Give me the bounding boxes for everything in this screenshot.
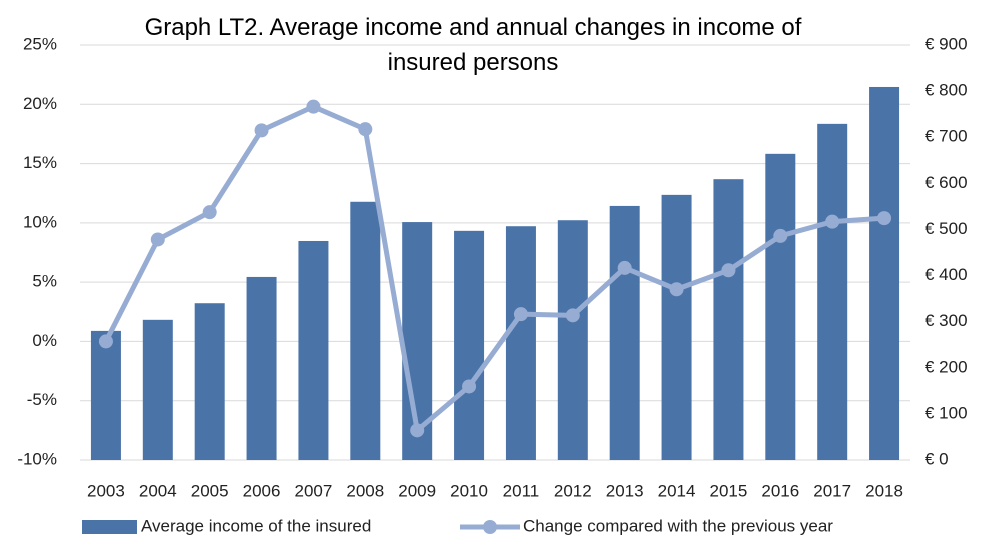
y2-tick-label: € 800 — [925, 81, 968, 100]
line-point — [565, 308, 580, 323]
y2-tick-label: € 600 — [925, 173, 968, 192]
y-tick-label: 25% — [23, 34, 57, 53]
x-tick-label: 2014 — [658, 481, 696, 500]
y2-tick-label: € 700 — [925, 127, 968, 146]
x-tick-label: 2004 — [139, 481, 177, 500]
legend-swatch — [82, 520, 137, 534]
line-point — [150, 232, 165, 247]
line-point — [617, 260, 632, 275]
x-tick-label: 2018 — [865, 481, 903, 500]
bar — [557, 220, 588, 460]
legend-label: Change compared with the previous year — [523, 516, 833, 535]
x-tick-label: 2005 — [191, 481, 229, 500]
bar — [142, 319, 173, 460]
x-tick-label: 2015 — [710, 481, 748, 500]
y2-tick-label: € 0 — [925, 449, 949, 468]
y2-tick-label: € 100 — [925, 403, 968, 422]
bar — [298, 240, 329, 460]
bar — [817, 123, 848, 460]
x-tick-label: 2011 — [503, 481, 540, 500]
y-tick-label: 15% — [23, 153, 57, 172]
legend-label: Average income of the insured — [141, 516, 371, 535]
x-tick-label: 2003 — [87, 481, 125, 500]
line-point — [669, 282, 684, 297]
bar — [350, 201, 381, 460]
line-point — [513, 307, 528, 322]
y-tick-label: 0% — [32, 331, 57, 350]
x-tick-label: 2009 — [398, 481, 436, 500]
x-tick-label: 2007 — [295, 481, 333, 500]
y2-tick-label: € 200 — [925, 357, 968, 376]
line — [103, 104, 885, 433]
y2-tick-label: € 900 — [925, 34, 968, 53]
line-point — [410, 423, 425, 438]
y-tick-label: 5% — [32, 272, 57, 291]
line-point — [306, 99, 321, 114]
bar — [609, 205, 640, 460]
y-tick-label: -10% — [17, 449, 57, 468]
y2-tick-label: € 400 — [925, 265, 968, 284]
x-tick-label: 2013 — [606, 481, 644, 500]
line-point — [202, 205, 217, 220]
bar — [246, 276, 277, 460]
bar — [194, 303, 225, 460]
bar — [869, 86, 900, 460]
line-point — [877, 211, 892, 226]
y-tick-label: -5% — [27, 390, 57, 409]
line-point — [98, 334, 113, 349]
bar — [713, 179, 744, 460]
bar — [661, 194, 692, 460]
bar — [454, 230, 485, 460]
x-tick-label: 2016 — [761, 481, 799, 500]
line-point — [358, 122, 373, 137]
line-point — [462, 379, 477, 394]
x-tick-label: 2017 — [813, 481, 851, 500]
x-tick-label: 2012 — [554, 481, 592, 500]
x-tick-label: 2008 — [346, 481, 384, 500]
bar — [765, 153, 796, 461]
line-point — [254, 123, 269, 138]
line-point — [825, 214, 840, 229]
x-tick-label: 2006 — [243, 481, 281, 500]
x-tick-label: 2010 — [450, 481, 488, 500]
bar — [90, 330, 121, 460]
y-tick-label: 10% — [23, 212, 57, 231]
line-point — [721, 263, 736, 278]
y2-tick-label: € 500 — [925, 219, 968, 238]
line-point — [773, 228, 788, 243]
y-tick-label: 20% — [23, 94, 57, 113]
legend-swatch-marker — [483, 520, 497, 534]
y2-tick-label: € 300 — [925, 311, 968, 330]
bar — [505, 226, 536, 460]
chart-title: Graph LT2. Average income and annual cha… — [144, 14, 802, 76]
